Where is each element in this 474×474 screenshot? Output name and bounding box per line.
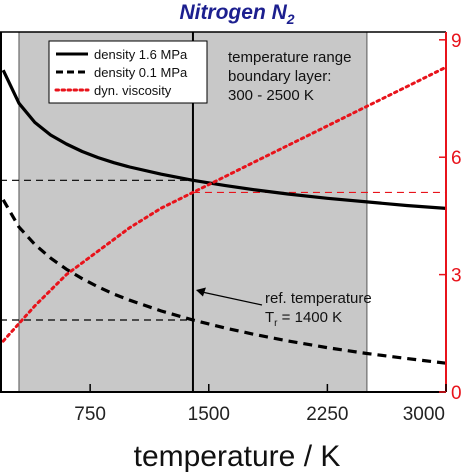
- ref-value-prefix: T: [265, 309, 274, 326]
- chart-title: Nitrogen N2: [179, 1, 294, 27]
- legend-box: [48, 40, 208, 104]
- legend-label-2: dyn. viscosity: [94, 83, 172, 98]
- legend-label-0: density 1.6 MPa: [94, 47, 188, 62]
- legend: density 1.6 MPa density 0.1 MPa dyn. visco…: [48, 40, 208, 104]
- ref-value-subscript: r: [274, 318, 278, 329]
- right-tick-label-0: 0: [451, 383, 462, 404]
- right-tick-label-3: 9: [451, 31, 462, 52]
- series-line-1: [1, 198, 447, 365]
- x-tick-label-1: 1500: [188, 404, 230, 425]
- legend-label-1: density 0.1 MPa: [94, 65, 188, 80]
- reference-annotation-value: Tr = 1400 K: [265, 309, 342, 329]
- series-line-2: [1, 65, 448, 343]
- chart-title-text: Nitrogen N: [179, 1, 287, 24]
- x-axis-label: temperature / K: [134, 440, 341, 473]
- range-annotation-line-2: 300 - 2500 K: [228, 87, 314, 104]
- right-tick-label-1: 3: [451, 266, 462, 287]
- reference-arrow-line: [201, 291, 263, 306]
- ref-value-suffix: = 1400 K: [278, 309, 343, 326]
- range-annotation-line-0: temperature range: [228, 49, 351, 66]
- reference-arrow-head: [195, 287, 206, 297]
- right-tick-label-2: 6: [451, 148, 462, 169]
- range-annotation-line-1: boundary layer:: [228, 68, 331, 85]
- x-tick-label-2: 2250: [306, 404, 348, 425]
- series-line-0: [1, 69, 447, 210]
- chart-title-subscript: 2: [286, 11, 295, 27]
- reference-annotation-label: ref. temperature: [265, 290, 372, 307]
- x-tick-label-3: 3000: [403, 404, 445, 425]
- x-tick-label-0: 750: [74, 404, 106, 425]
